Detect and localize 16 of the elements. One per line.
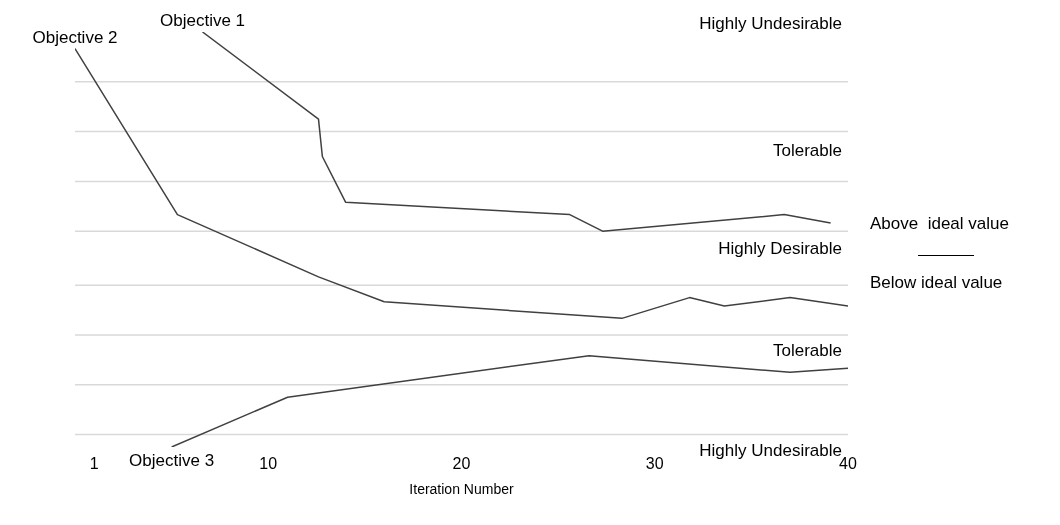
series-label: Objective 3	[129, 451, 215, 471]
x-tick-label: 40	[839, 455, 857, 473]
annotation: Highly Desirable	[718, 239, 842, 259]
x-tick-label: 10	[259, 455, 278, 473]
series-label: Objective 1	[160, 11, 246, 31]
annotation: Tolerable	[773, 141, 842, 161]
annotation: Tolerable	[773, 341, 842, 361]
series-label: Objective 2	[32, 27, 118, 47]
x-tick-label: 1	[89, 455, 99, 473]
annotation: Highly Undesirable	[699, 14, 842, 34]
x-tick-label: 20	[452, 455, 471, 473]
x-tick-label: 30	[645, 455, 664, 473]
text: Above ideal value	[870, 214, 1009, 234]
text: Below ideal value	[870, 273, 1003, 293]
x-axis-title: Iteration Number	[409, 481, 514, 498]
annotation: Highly Undesirable	[699, 441, 842, 460]
